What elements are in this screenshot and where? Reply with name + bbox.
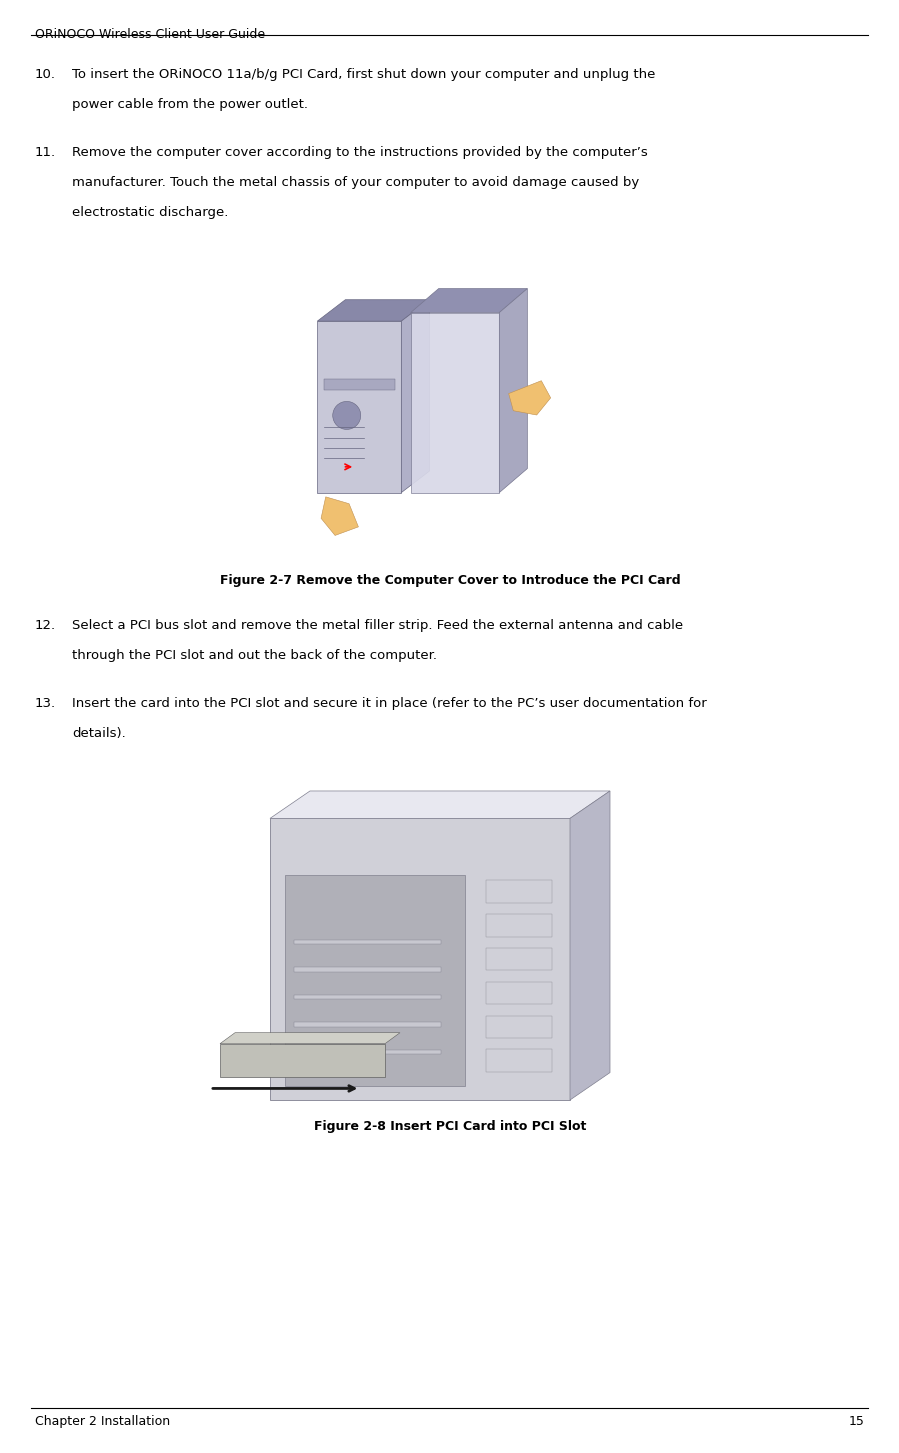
Polygon shape — [317, 299, 430, 321]
Text: Select a PCI bus slot and remove the metal filler strip. Feed the external anten: Select a PCI bus slot and remove the met… — [72, 619, 683, 632]
Text: 11.: 11. — [35, 145, 56, 158]
Text: electrostatic discharge.: electrostatic discharge. — [72, 206, 228, 219]
Polygon shape — [294, 995, 441, 1000]
Polygon shape — [486, 914, 552, 937]
Text: details).: details). — [72, 726, 126, 740]
Polygon shape — [294, 1023, 441, 1027]
Polygon shape — [411, 289, 528, 312]
Polygon shape — [499, 289, 528, 493]
Polygon shape — [486, 1016, 552, 1037]
Text: through the PCI slot and out the back of the computer.: through the PCI slot and out the back of… — [72, 649, 437, 663]
Polygon shape — [285, 875, 465, 1085]
Polygon shape — [270, 790, 610, 818]
Text: Figure 2-7 Remove the Computer Cover to Introduce the PCI Card: Figure 2-7 Remove the Computer Cover to … — [219, 574, 681, 587]
Text: Remove the computer cover according to the instructions provided by the computer: Remove the computer cover according to t… — [72, 145, 648, 158]
Polygon shape — [324, 379, 395, 389]
Polygon shape — [317, 321, 401, 493]
Polygon shape — [411, 312, 499, 493]
Text: 15: 15 — [850, 1415, 865, 1428]
Polygon shape — [220, 1033, 400, 1043]
Text: manufacturer. Touch the metal chassis of your computer to avoid damage caused by: manufacturer. Touch the metal chassis of… — [72, 176, 639, 189]
Polygon shape — [486, 947, 552, 971]
Polygon shape — [294, 968, 441, 972]
Polygon shape — [270, 818, 570, 1100]
Text: Chapter 2 Installation: Chapter 2 Installation — [35, 1415, 170, 1428]
Text: 12.: 12. — [35, 619, 56, 632]
Text: Figure 2-8 Insert PCI Card into PCI Slot: Figure 2-8 Insert PCI Card into PCI Slot — [314, 1120, 586, 1133]
Text: Insert the card into the PCI slot and secure it in place (refer to the PC’s user: Insert the card into the PCI slot and se… — [72, 697, 707, 711]
Text: ORiNOCO Wireless Client User Guide: ORiNOCO Wireless Client User Guide — [35, 28, 265, 41]
Polygon shape — [486, 1049, 552, 1072]
Polygon shape — [570, 790, 610, 1100]
Text: To insert the ORiNOCO 11a/b/g PCI Card, first shut down your computer and unplug: To insert the ORiNOCO 11a/b/g PCI Card, … — [72, 68, 655, 81]
Text: power cable from the power outlet.: power cable from the power outlet. — [72, 97, 308, 110]
Text: 13.: 13. — [35, 697, 56, 711]
Polygon shape — [294, 940, 441, 944]
Text: 10.: 10. — [35, 68, 56, 81]
Polygon shape — [509, 381, 551, 416]
Polygon shape — [321, 497, 359, 535]
Polygon shape — [294, 1049, 441, 1055]
Polygon shape — [220, 1043, 385, 1078]
Polygon shape — [401, 299, 430, 493]
Polygon shape — [486, 982, 552, 1004]
Circle shape — [333, 401, 360, 430]
Polygon shape — [486, 881, 552, 902]
